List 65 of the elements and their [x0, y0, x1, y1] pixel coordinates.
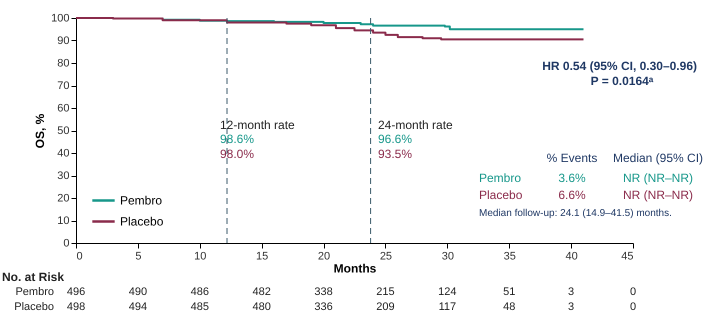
text: Placebo — [14, 301, 54, 313]
text: 215 — [376, 286, 395, 298]
annotation: 24-month rate — [378, 118, 454, 132]
text: 336 — [314, 301, 333, 313]
annotation: 93.5% — [378, 147, 412, 161]
annotation: Median (95% CI) — [612, 151, 704, 165]
text: 338 — [314, 286, 333, 298]
text: 3 — [568, 301, 574, 313]
y-tick-label: 10 — [57, 215, 70, 227]
text: 494 — [128, 301, 148, 313]
annotation: % Events — [546, 151, 598, 165]
text: Pembro — [15, 286, 54, 298]
annotation: NR (NR–NR) — [623, 171, 693, 185]
y-tick-label: 30 — [57, 170, 70, 182]
annotation: 96.6% — [378, 132, 412, 146]
y-tick-label: 50 — [57, 125, 70, 137]
text: 51 — [503, 286, 516, 298]
text: 209 — [376, 301, 395, 313]
y-tick-label: 60 — [57, 102, 70, 114]
x-tick-label: 30 — [442, 250, 454, 262]
x-tick-label: 45 — [621, 250, 634, 262]
annotation: Placebo — [479, 188, 523, 202]
x-tick-label: 40 — [565, 250, 578, 262]
annotation: 3.6% — [558, 171, 586, 185]
x-tick-label: 15 — [256, 250, 268, 262]
text: 496 — [66, 286, 86, 298]
annotation: P = 0.0164ᵃ — [590, 74, 654, 88]
annotation: Median follow-up: 24.1 (14.9–41.5) months. — [479, 208, 672, 219]
y-tick-label: 0 — [63, 238, 70, 250]
text: 482 — [252, 286, 271, 298]
text: 48 — [503, 301, 516, 313]
y-axis-title: OS, % — [33, 113, 48, 148]
legend-label: Pembro — [120, 194, 162, 208]
x-axis-title: Months — [334, 262, 377, 276]
annotation: HR 0.54 (95% CI, 0.30–0.96) — [542, 59, 697, 73]
legend-label: Placebo — [120, 214, 164, 228]
text: 498 — [66, 301, 86, 313]
text: 117 — [438, 301, 456, 313]
y-tick-label: 90 — [57, 35, 70, 47]
annotation: Pembro — [479, 171, 522, 185]
annotation: 98.0% — [220, 147, 254, 161]
y-tick-label: 100 — [51, 12, 70, 24]
annotation: 6.6% — [558, 188, 586, 202]
text: 124 — [438, 286, 457, 298]
annotation: NR (NR–NR) — [623, 188, 693, 202]
text: 480 — [252, 301, 271, 313]
text: 486 — [190, 286, 209, 298]
text: No. at Risk — [2, 270, 64, 284]
x-tick-label: 5 — [135, 250, 142, 262]
x-tick-label: 35 — [504, 250, 516, 262]
annotation: 98.6% — [220, 132, 254, 146]
text: 0 — [630, 301, 636, 313]
x-tick-label: 0 — [76, 250, 83, 262]
text: 0 — [630, 286, 636, 298]
y-tick-label: 70 — [57, 80, 70, 92]
y-tick-label: 80 — [57, 58, 70, 70]
text: 490 — [128, 286, 148, 298]
annotation: 12-month rate — [220, 118, 296, 132]
y-tick-label: 40 — [57, 148, 70, 160]
x-tick-label: 10 — [194, 250, 206, 262]
text: 485 — [190, 301, 209, 313]
text: 3 — [568, 286, 574, 298]
x-tick-label: 20 — [318, 250, 330, 262]
x-tick-label: 25 — [380, 250, 392, 262]
y-tick-label: 20 — [57, 192, 70, 204]
